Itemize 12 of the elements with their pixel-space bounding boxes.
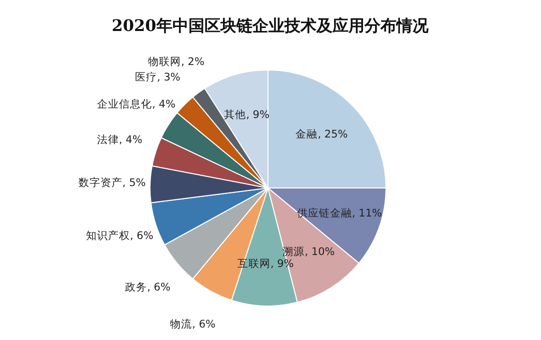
chart-title: 2020年中国区块链企业技术及应用分布情况 [112,16,430,35]
slice-label: 物联网, 2% [148,56,204,68]
slice-label: 医疗, 3% [135,70,180,84]
slice-label: 知识产权, 6% [86,229,154,242]
slice-label: 政务, 6% [125,281,170,294]
slice-label: 金融, 25% [296,128,348,140]
slice-label: 数字资产, 5% [78,176,146,190]
slice-label: 法律, 4% [96,132,142,146]
slice-label: 物流, 6% [170,318,216,331]
slice-label: 其他, 9% [224,108,270,122]
slice-label: 企业信息化, 4% [97,97,176,110]
slice-label: 溯源, 10% [282,246,335,258]
